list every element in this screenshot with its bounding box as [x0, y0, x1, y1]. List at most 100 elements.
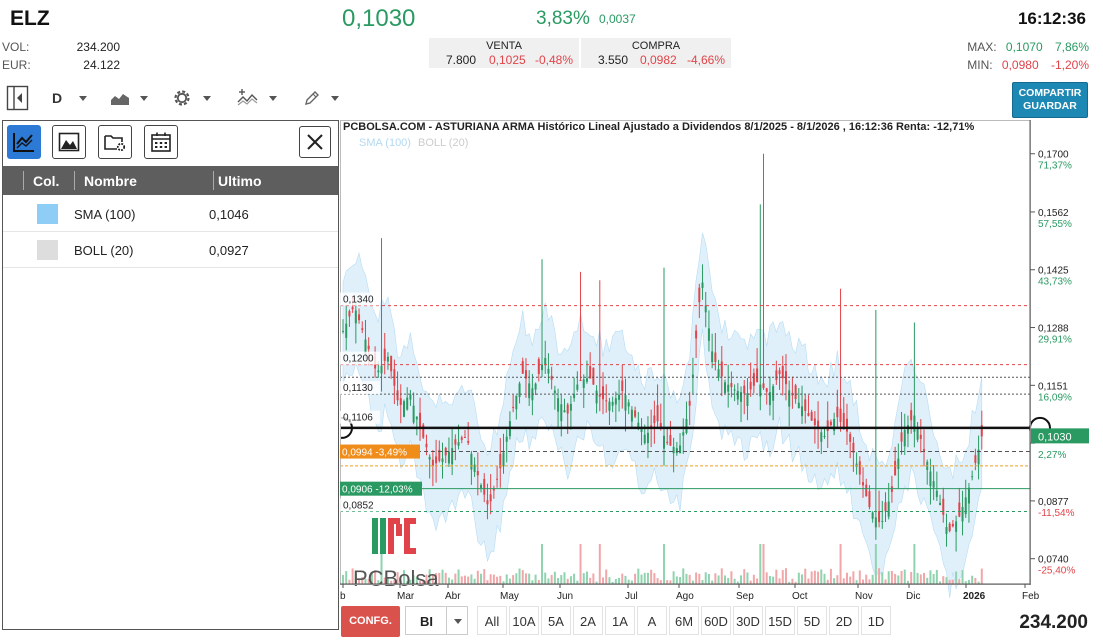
range-button-1d[interactable]: 1D — [861, 606, 891, 635]
period-dropdown[interactable]: D — [52, 85, 88, 111]
candle-body — [939, 502, 942, 506]
chart-title: PCBOLSA.COM - ASTURIANA ARMA Histórico L… — [343, 121, 975, 133]
settings-dropdown[interactable] — [171, 85, 211, 111]
volume-bar — [457, 569, 460, 584]
range-button-2d[interactable]: 2D — [829, 606, 859, 635]
month-label: Ago — [676, 591, 694, 602]
volume-bar — [499, 575, 502, 584]
candle-body — [643, 434, 646, 444]
range-button-30d[interactable]: 30D — [733, 606, 763, 635]
orange-level-text: 0,0994 -3,49% — [342, 448, 407, 459]
chart-type-dropdown[interactable] — [110, 85, 148, 111]
volume-bar — [723, 575, 726, 584]
venta-pct: -0,48% — [535, 53, 574, 67]
indicator-row-boll[interactable]: BOLL (20) 0,0927 — [3, 232, 338, 268]
axis-price-label: 0,1288 — [1038, 324, 1069, 335]
chart-mode-select[interactable]: BI — [405, 606, 468, 635]
month-label: Nov — [855, 591, 873, 602]
indicator-row-sma[interactable]: SMA (100) 0,1046 — [3, 196, 338, 232]
candle-body — [704, 305, 707, 313]
drawing-tools-dropdown[interactable] — [303, 85, 339, 111]
config-button[interactable]: CONFG. — [341, 606, 400, 637]
indicator-name: BOLL (20) — [74, 243, 134, 258]
axis-price-label: 0,0740 — [1038, 555, 1069, 566]
volume-bar — [714, 573, 717, 584]
candle-body — [855, 463, 858, 467]
volume-bar — [768, 575, 771, 584]
range-button-2a[interactable]: 2A — [573, 606, 603, 635]
close-panel-button[interactable] — [299, 126, 331, 158]
volume-bar — [608, 577, 611, 584]
volume-bar — [701, 580, 704, 584]
volume-bar — [396, 572, 399, 584]
candle-body — [524, 370, 527, 379]
candle-body — [476, 471, 479, 476]
candle-body — [521, 361, 524, 374]
candle-body — [765, 388, 768, 392]
volume-bar — [544, 572, 547, 584]
candle-body — [852, 442, 855, 453]
close-icon — [307, 134, 323, 150]
indicators-dropdown[interactable] — [237, 85, 277, 111]
toggle-panel-button[interactable] — [6, 85, 30, 111]
range-button-5a[interactable]: 5A — [541, 606, 571, 635]
volume-bar — [351, 568, 354, 584]
volume-bar — [849, 576, 852, 584]
folder-gear-icon — [104, 135, 126, 152]
volume-bar — [672, 571, 675, 584]
volume-bar — [358, 578, 361, 584]
range-button-all[interactable]: All — [477, 606, 507, 635]
candle-body — [480, 485, 483, 488]
candle-body — [364, 339, 367, 354]
area-chart-tab-button[interactable] — [52, 125, 86, 159]
range-button-10a[interactable]: 10A — [509, 606, 539, 635]
volume-bar — [364, 578, 367, 584]
range-button-5d[interactable]: 5D — [797, 606, 827, 635]
range-button-6m[interactable]: 6M — [669, 606, 699, 635]
volume-row: VOL: 234.200 — [2, 40, 120, 56]
boll-color-swatch[interactable] — [37, 240, 58, 260]
change-absolute: 0,0037 — [599, 12, 636, 26]
candle-body — [929, 471, 932, 487]
volume-bar — [508, 578, 511, 584]
candle-body — [932, 481, 935, 488]
candle-body — [820, 432, 823, 442]
gear-icon — [174, 90, 190, 106]
volume-bar — [486, 580, 489, 584]
indicators-tab-button[interactable] — [7, 125, 41, 159]
volume-bar — [627, 579, 630, 584]
range-button-a[interactable]: A — [637, 606, 667, 635]
volume-bar — [390, 580, 393, 584]
min-pct: -1,20% — [1050, 58, 1089, 72]
candle-body — [589, 366, 592, 379]
share-save-button[interactable]: COMPARTIR GUARDAR — [1012, 82, 1088, 118]
volume-bar — [630, 580, 633, 584]
range-button-1a[interactable]: 1A — [605, 606, 635, 635]
range-button-15d[interactable]: 15D — [765, 606, 795, 635]
sma-color-swatch[interactable] — [37, 204, 58, 224]
volume-bar — [711, 580, 714, 584]
panel-toolbar — [3, 121, 338, 165]
candle-body — [772, 386, 775, 401]
candle-body — [386, 356, 389, 362]
candle-body — [419, 412, 422, 428]
venta-qty: 7.800 — [446, 53, 477, 67]
calendar-button[interactable] — [144, 125, 178, 159]
range-button-60d[interactable]: 60D — [701, 606, 731, 635]
area-chart-icon — [111, 94, 129, 105]
candle-body — [579, 380, 582, 382]
candle-body — [557, 398, 560, 412]
candle-body — [380, 365, 383, 374]
pencil-icon — [305, 91, 319, 105]
volume-bar — [399, 579, 402, 584]
candle-body — [743, 385, 746, 394]
volume-bar — [451, 579, 454, 584]
volume-bar — [955, 571, 958, 584]
last-price: 0,1030 — [342, 5, 416, 32]
candle-body — [781, 365, 784, 379]
volume-bar — [752, 574, 755, 584]
indicator-name: SMA (100) — [74, 207, 136, 222]
folder-settings-button[interactable] — [98, 125, 132, 159]
pcbolsa-watermark: PCBolsa — [353, 518, 439, 591]
